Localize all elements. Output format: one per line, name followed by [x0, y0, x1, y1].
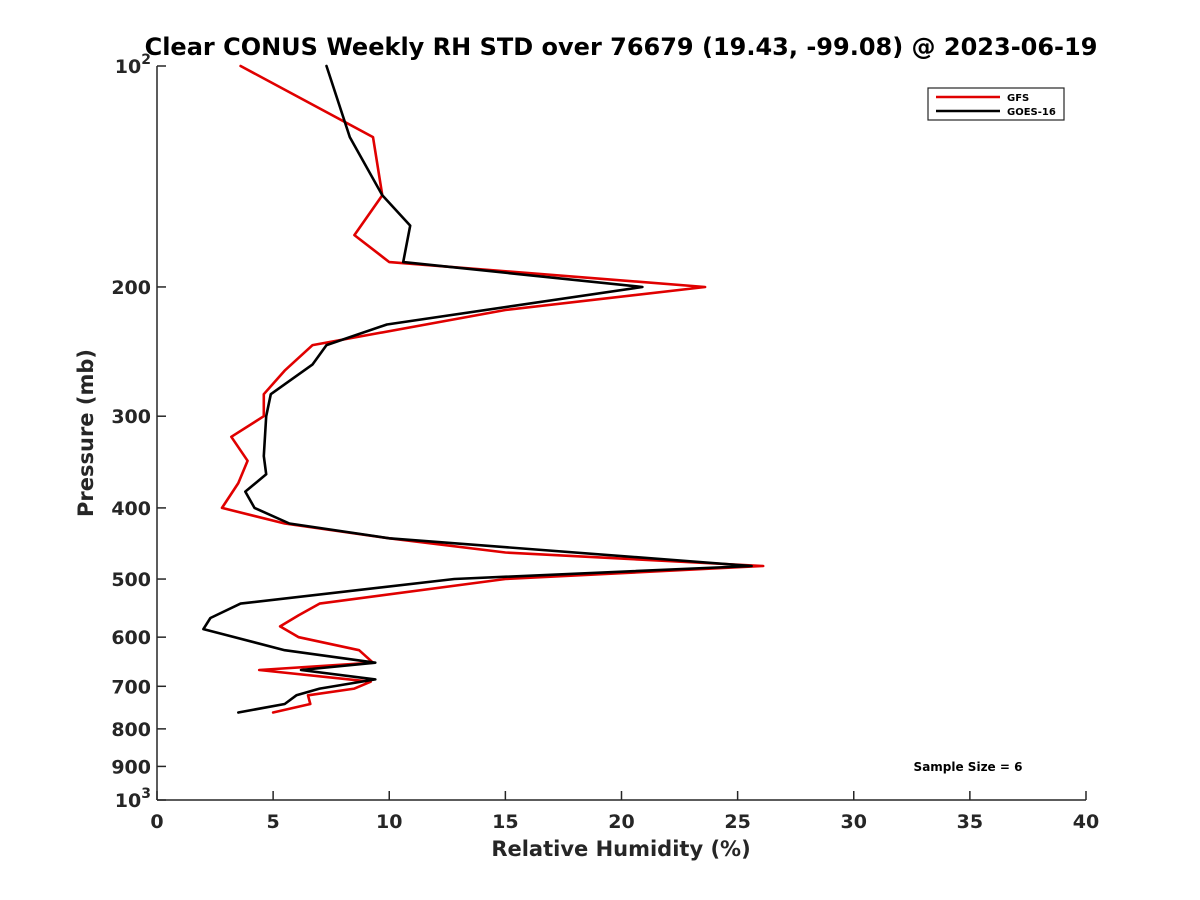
legend: GFS GOES-16	[927, 87, 1065, 121]
y-tick-label: 400	[111, 498, 151, 520]
x-tick-label: 15	[492, 811, 518, 833]
y-tick-label: 200	[111, 277, 151, 299]
y-tick-label: 800	[111, 719, 151, 741]
x-tick-label: 40	[1073, 811, 1099, 833]
x-tick-label: 35	[957, 811, 983, 833]
y-axis-label: Pressure (mb)	[74, 349, 98, 517]
chart-title: Clear CONUS Weekly RH STD over 76679 (19…	[145, 33, 1098, 61]
legend-box	[927, 87, 1065, 121]
sample-size-annotation: Sample Size = 6	[914, 760, 1023, 774]
plot-area: 0 5 10 15 20 25 30 35 40 102 200 300 400 500 600 700 800…	[111, 52, 1099, 833]
series-line-goes16	[202, 64, 753, 714]
x-axis-label: Relative Humidity (%)	[491, 837, 750, 861]
y-tick-label: 300	[111, 406, 151, 428]
y-tick-label: 103	[115, 786, 151, 812]
x-tick-label: 30	[841, 811, 867, 833]
y-tick-label: 900	[111, 756, 151, 778]
x-tick-label: 20	[608, 811, 634, 833]
x-tick-label: 10	[376, 811, 402, 833]
y-tick-label: 700	[111, 676, 151, 698]
y-tick-label: 102	[115, 52, 151, 78]
y-tick-label: 600	[111, 627, 151, 649]
y-tick-label: 500	[111, 569, 151, 591]
x-tick-label: 5	[267, 811, 280, 833]
legend-label-gfs: GFS	[1007, 93, 1029, 104]
x-tick-label: 0	[150, 811, 163, 833]
x-tick-label: 25	[724, 811, 750, 833]
legend-label-goes16: GOES-16	[1007, 107, 1056, 118]
series-line-gfs	[220, 64, 765, 714]
